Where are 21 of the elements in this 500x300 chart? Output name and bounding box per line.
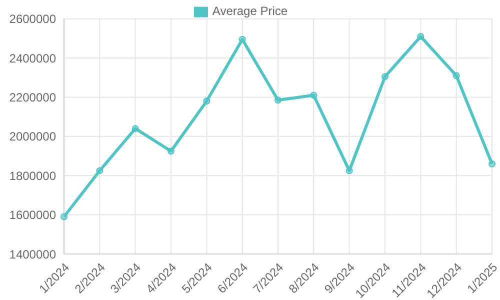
point [310,92,318,99]
y-tick-label: 1400000 [9,247,56,262]
point [238,36,246,43]
y-tick-label: 1800000 [9,168,56,183]
point [96,167,104,174]
y-tick-label: 2200000 [9,90,56,104]
point [60,213,68,220]
point [274,96,282,104]
point [382,73,388,80]
point [346,167,353,174]
y-tick-label: 2400000 [9,51,56,66]
point [417,32,424,40]
legend-label: Average Price [212,4,288,18]
point [203,98,210,105]
y-tick-label: 1600000 [9,208,56,222]
point [168,148,174,155]
y-tick-label: 2000000 [9,130,56,144]
y-tick-label: 2600000 [9,12,56,26]
point [132,125,139,132]
point [452,72,460,80]
point [488,160,496,168]
